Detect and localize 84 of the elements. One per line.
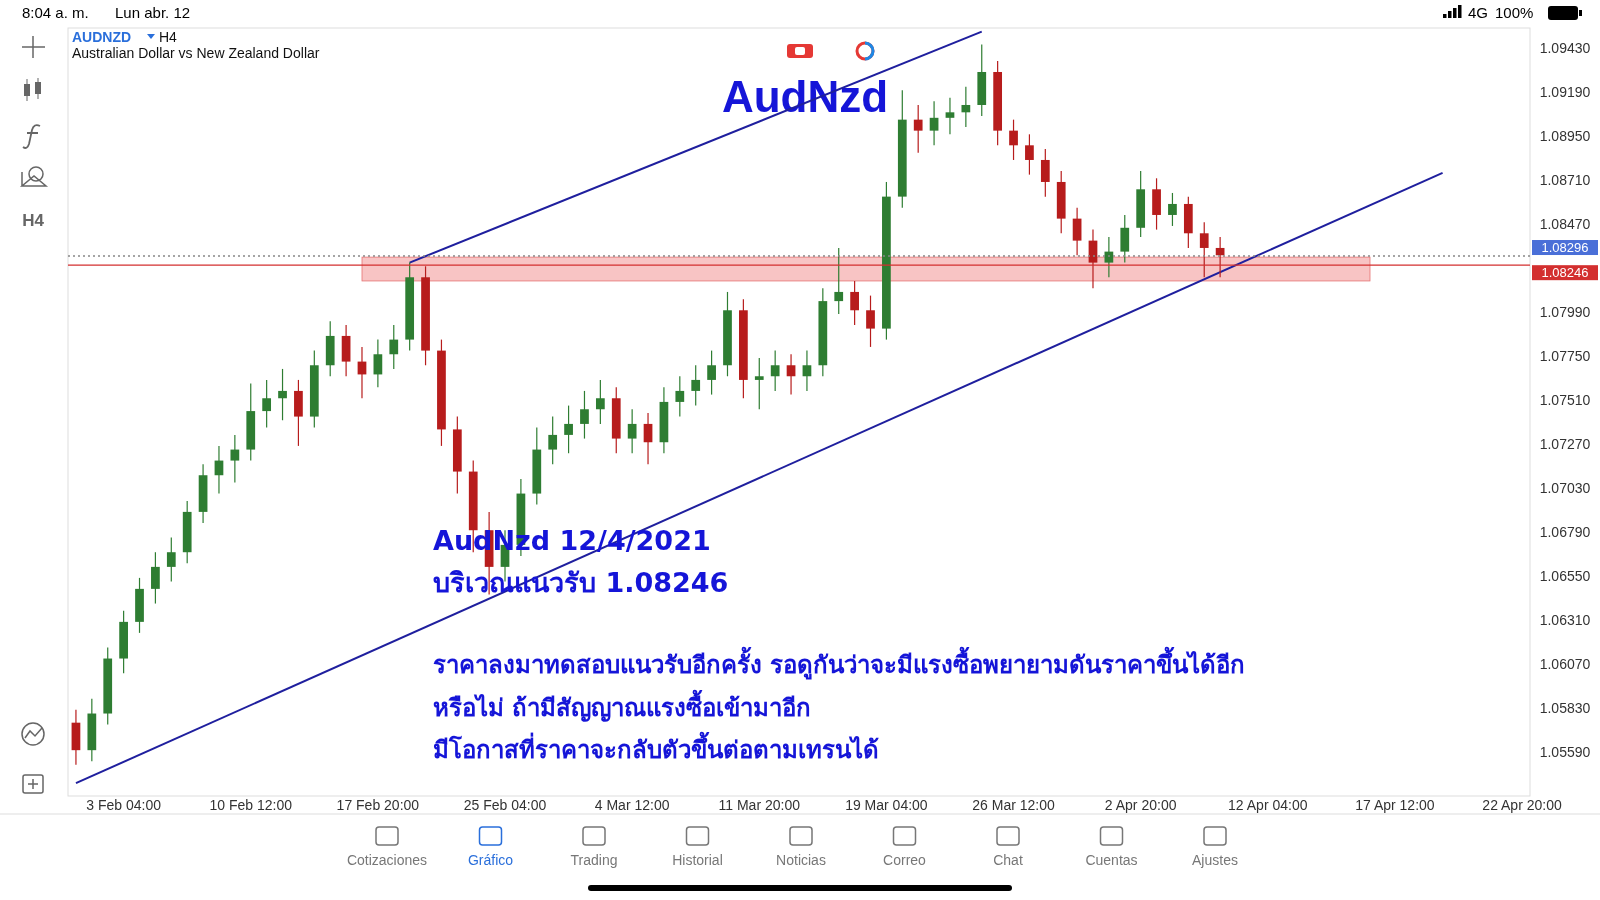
candlestick <box>675 375 685 418</box>
x-tick-label: 19 Mar 04:00 <box>845 797 928 813</box>
annotation: หรือไม่ ถ้ามีสัญญาณแรงซื้อเข้ามาอีก <box>433 689 812 722</box>
text: 4G <box>1468 4 1489 21</box>
candlestick <box>262 379 272 429</box>
ref-line-label: 1.08296 <box>1541 240 1589 256</box>
candlestick <box>929 100 939 146</box>
candlestick <box>548 415 558 465</box>
y-tick-label: 1.08470 <box>1539 216 1591 233</box>
candlestick <box>230 434 240 484</box>
annotation: ราคาลงมาทดสอบแนวรับอีกครั้ง รอดูกันว่าจะมีแรงซื้อพยายามดันราคาขึ้นได้อีก <box>433 646 1246 680</box>
candlestick <box>1072 207 1082 256</box>
candlestick <box>850 280 859 326</box>
candlestick <box>564 404 573 454</box>
candlestick <box>1168 192 1177 227</box>
candlestick <box>913 104 923 154</box>
candlestick <box>754 357 764 410</box>
text: Lun abr. 12 <box>115 4 191 21</box>
candlestick <box>373 339 383 388</box>
text: Historial <box>672 852 723 868</box>
candlestick <box>595 379 605 425</box>
y-tick-label: 1.07990 <box>1539 304 1591 321</box>
candlestick <box>278 368 287 421</box>
x-tick-label: 2 Apr 20:00 <box>1104 797 1177 813</box>
x-tick-label: 17 Feb 20:00 <box>336 797 420 813</box>
text: 8:04 a. m. <box>22 4 89 21</box>
annotation: AUDNZD <box>72 29 132 45</box>
candlestick <box>802 350 812 392</box>
candlestick <box>834 247 844 315</box>
x-tick-label: 17 Apr 12:00 <box>1355 797 1435 813</box>
candlestick <box>1009 119 1018 161</box>
text: Cuentas <box>1085 852 1138 868</box>
y-tick-label: 1.07750 <box>1539 348 1591 365</box>
y-tick-label: 1.06550 <box>1539 568 1591 585</box>
candlestick <box>866 295 875 348</box>
y-tick-label: 1.08950 <box>1539 128 1591 145</box>
text: Australian Dollar vs New Zealand Dollar <box>72 45 320 61</box>
x-tick-label: 10 Feb 12:00 <box>209 797 293 813</box>
candlestick <box>151 551 160 605</box>
text: Gráfico <box>467 852 514 868</box>
x-tick-label: 11 Mar 20:00 <box>718 797 801 813</box>
candlestick <box>580 390 589 440</box>
text: Correo <box>883 852 927 868</box>
y-tick-label: 1.09190 <box>1539 84 1591 101</box>
candlestick <box>707 350 716 396</box>
x-tick-label: 3 Feb 04:00 <box>86 797 162 813</box>
y-tick-label: 1.08710 <box>1539 172 1591 189</box>
x-tick-label: 4 Mar 12:00 <box>594 797 670 813</box>
x-tick-label: 12 Apr 04:00 <box>1228 797 1308 813</box>
y-tick-label: 1.05830 <box>1539 700 1591 717</box>
y-tick-label: 1.07270 <box>1539 436 1591 453</box>
candlestick <box>643 412 653 465</box>
candlestick <box>166 536 176 583</box>
y-tick-label: 1.06790 <box>1539 524 1591 541</box>
y-tick-label: 1.09430 <box>1539 40 1591 57</box>
y-tick-label: 1.05590 <box>1539 744 1591 761</box>
candlestick <box>1040 148 1050 198</box>
candlestick <box>786 353 796 396</box>
candlestick <box>389 324 399 370</box>
text: Cotizaciones <box>346 852 428 868</box>
candlestick <box>691 364 701 407</box>
y-tick-label: 1.07510 <box>1539 392 1591 409</box>
text: Ajustes <box>1192 852 1238 868</box>
y-tick-label: 1.07030 <box>1539 480 1591 497</box>
text: 100% <box>1495 4 1534 21</box>
text: Noticias <box>776 852 826 868</box>
candlestick <box>1120 214 1130 264</box>
x-tick-label: 22 Apr 20:00 <box>1482 797 1562 813</box>
candlestick <box>627 408 637 454</box>
y-tick-label: 1.06070 <box>1539 656 1591 673</box>
candlestick <box>961 86 971 128</box>
annotation: มีโอกาสที่ราคาจะกลับตัวขึ้นต่อตามเทรนได้ <box>433 731 879 764</box>
candlestick <box>1025 133 1034 176</box>
candlestick <box>945 97 955 135</box>
candlestick <box>770 350 780 392</box>
candlestick <box>1199 221 1209 278</box>
text: H4 <box>22 211 45 230</box>
ref-line-label: 1.08246 <box>1541 265 1589 281</box>
x-tick-label: 25 Feb 04:00 <box>463 797 547 813</box>
text: Chat <box>993 852 1023 868</box>
text: Trading <box>570 852 618 868</box>
x-tick-label: 26 Mar 12:00 <box>972 797 1055 813</box>
annotation: H4 <box>159 29 178 45</box>
y-tick-label: 1.06310 <box>1539 612 1591 629</box>
